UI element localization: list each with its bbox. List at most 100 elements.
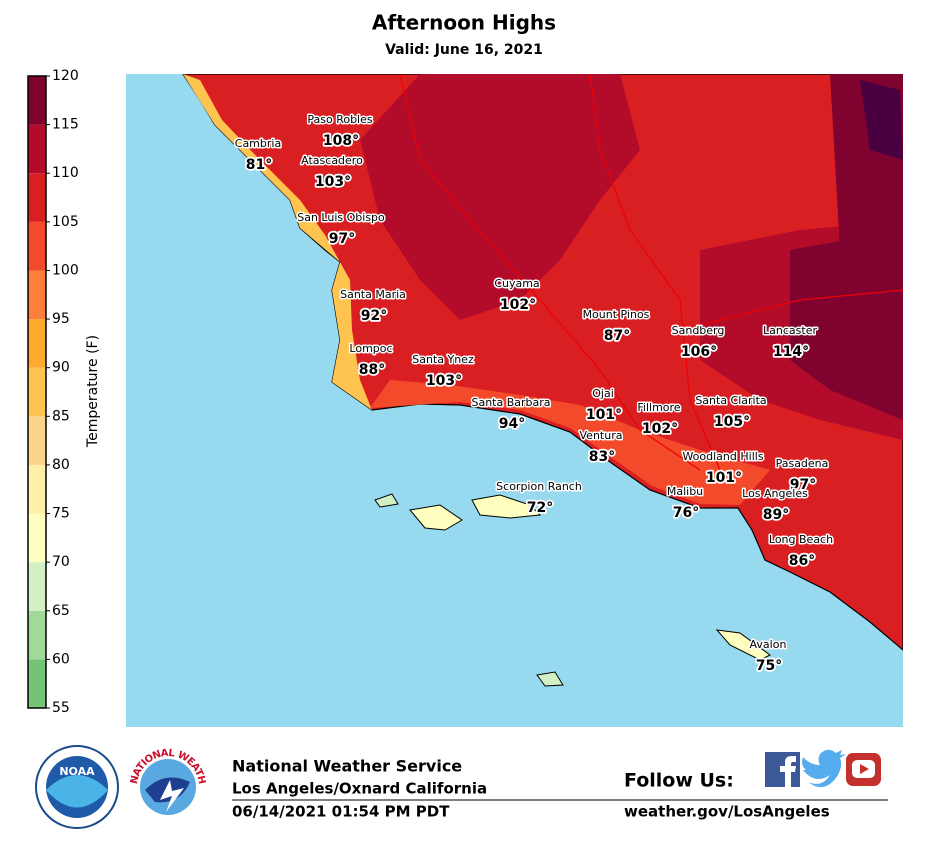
city-name: Woodland Hills (682, 450, 763, 463)
city-name: Lompoc (349, 342, 392, 355)
colorbar-frame (27, 75, 47, 709)
colorbar-tick-label: 115 (52, 117, 79, 133)
city-name: Paso Robles (307, 113, 373, 126)
colorbar-segment (28, 221, 46, 271)
colorbar-segment (28, 173, 46, 222)
city-temp: 102° (642, 421, 678, 437)
city-name: Los Angeles (742, 487, 808, 500)
city-temp: 108° (323, 133, 359, 149)
city-name: Ventura (580, 429, 623, 442)
nws-bolt (160, 780, 184, 812)
colorbar-segment (28, 367, 46, 417)
city-name: Santa Clarita (695, 394, 766, 407)
follow-us: Follow Us: (624, 770, 734, 792)
colorbar-segment (28, 513, 46, 563)
city-name: Santa Maria (340, 288, 406, 301)
city-temp: 114° (773, 344, 809, 360)
city-name: Fillmore (637, 401, 680, 414)
land-peak (860, 80, 903, 160)
timestamp: 06/14/2021 01:54 PM PDT (232, 803, 450, 821)
city-temp: 102° (500, 297, 536, 313)
colorbar-tick-label: 95 (52, 311, 70, 327)
subtitle: Valid: June 16, 2021 (385, 42, 543, 58)
colorbar-segment (28, 270, 46, 320)
facebook-f[interactable] (780, 756, 796, 787)
land (182, 74, 903, 651)
city-temp: 75° (756, 658, 782, 674)
city-temp: 86° (789, 553, 815, 569)
island (536, 671, 564, 687)
city-name: Santa Barbara (471, 396, 550, 409)
colorbar-segment (28, 124, 46, 174)
city-temp: 76° (673, 505, 699, 521)
colorbar-segment (28, 659, 46, 708)
city-temp: 81° (246, 157, 272, 173)
colorbar-segment (28, 610, 46, 660)
city-name: Scorpion Ranch (496, 480, 582, 493)
noaa-wave (46, 775, 108, 808)
office: Los Angeles/Oxnard California (232, 780, 487, 798)
city-temp: 92° (361, 308, 387, 324)
noaa-logo: NOAA (35, 745, 119, 829)
city-name: Mount Pinos (583, 308, 650, 321)
title: Afternoon Highs (372, 11, 556, 35)
city-name: Avalon (750, 638, 787, 651)
city-name: Ojai (592, 387, 614, 400)
city-name: Cambria (235, 137, 281, 150)
city-temp: 101° (586, 407, 622, 423)
city-name: Cuyama (494, 277, 539, 290)
colorbar-tick-label: 90 (52, 360, 70, 376)
colorbar-segment (28, 76, 46, 125)
city-name: San Luis Obispo (297, 211, 385, 224)
roads (399, 74, 903, 471)
colorbar-tick-label: 85 (52, 408, 70, 424)
twitter-bird[interactable] (802, 749, 846, 788)
city-temp: 97° (790, 477, 816, 493)
land-hottest (790, 230, 903, 420)
colorbar-tick-label: 105 (52, 214, 79, 230)
city-temp: 94° (499, 416, 525, 432)
city-name: Lancaster (763, 324, 817, 337)
colorbar-tick-label: 75 (52, 506, 70, 522)
colorbar-tick-label: 70 (52, 554, 70, 570)
colorbar-tick-label: 110 (52, 165, 79, 181)
colorbar-tick-label: 120 (52, 68, 79, 84)
youtube-icon[interactable] (846, 753, 881, 786)
youtube-play[interactable] (860, 764, 869, 774)
city-name: Pasadena (776, 457, 829, 470)
agency: National Weather Service (232, 757, 462, 776)
city-name: Sandberg (672, 324, 725, 337)
twitter-icon[interactable] (802, 749, 846, 788)
island (471, 494, 542, 519)
website[interactable]: weather.gov/LosAngeles (624, 803, 830, 821)
city-temp: 72° (527, 500, 553, 516)
city-name: Long Beach (769, 533, 833, 546)
map (126, 74, 903, 727)
city-temp: 101° (706, 470, 742, 486)
island (409, 504, 463, 531)
city-temp: 103° (315, 174, 351, 190)
colorbar-tick-label: 65 (52, 603, 70, 619)
colorbar-segment (28, 464, 46, 514)
colorbar: 55 60 65 70 75 80 85 90 95 100 105 110 115 120 (27, 68, 79, 716)
colorbar-segment (28, 416, 46, 465)
city-temp: 89° (763, 507, 789, 523)
city-temp: 103° (426, 373, 462, 389)
colorbar-segment (28, 562, 46, 611)
land-warm (370, 380, 770, 505)
city-name: Santa Ynez (412, 353, 474, 366)
city-temp: 106° (681, 344, 717, 360)
city-temp: 105° (714, 414, 750, 430)
colorbar-tick-label: 80 (52, 457, 70, 473)
city-temp: 97° (329, 231, 355, 247)
island (715, 629, 771, 661)
colorbar-tick-label: 55 (52, 700, 70, 716)
city-temp: 87° (604, 328, 630, 344)
land-cool (183, 74, 372, 410)
colorbar-tick-label: 100 (52, 262, 79, 278)
city-name: Malibu (667, 485, 703, 498)
city-temp: 88° (359, 362, 385, 378)
facebook-icon[interactable] (765, 752, 800, 787)
city-labels: Paso Robles 108° Cambria 81° Atascadero 103° S… (233, 112, 834, 676)
